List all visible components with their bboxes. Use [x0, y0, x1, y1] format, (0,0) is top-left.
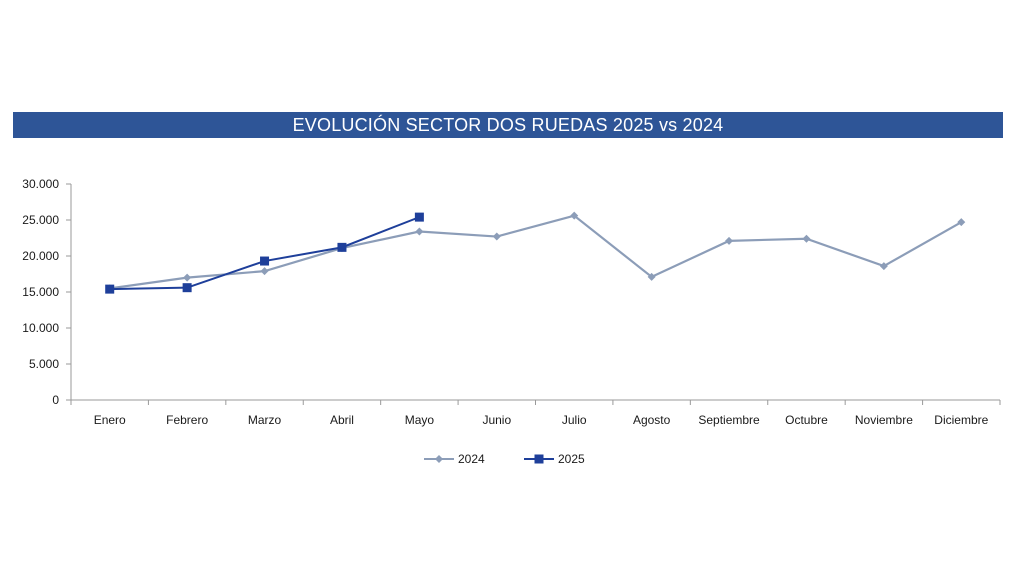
legend-swatch-marker	[534, 454, 544, 464]
x-tick-label: Noviembre	[855, 413, 913, 427]
data-point-2024	[260, 267, 269, 276]
data-point-2024	[647, 272, 656, 281]
data-point-2024	[183, 273, 192, 282]
x-tick-label: Abril	[330, 413, 354, 427]
data-point-2024	[492, 232, 501, 241]
data-point-2025	[414, 212, 424, 222]
chart-axes	[70, 184, 1000, 401]
series-line-2024	[109, 214, 962, 290]
x-tick-label: Junio	[482, 413, 511, 427]
legend-swatch-marker	[435, 455, 443, 463]
data-point-2024	[570, 211, 579, 220]
data-point-2024	[957, 218, 966, 227]
chart-legend: 2024 2025	[424, 452, 585, 466]
x-tick-label: Mayo	[405, 413, 435, 427]
data-point-2024	[879, 262, 888, 271]
data-point-2024	[415, 227, 424, 236]
x-tick-label: Enero	[94, 413, 126, 427]
data-point-2024	[802, 234, 811, 243]
data-point-2024	[725, 236, 734, 245]
x-tick-label: Septiembre	[698, 413, 760, 427]
data-point-2025	[337, 242, 347, 252]
series-2025	[105, 212, 424, 294]
y-tick-label: 5.000	[29, 357, 59, 371]
legend-label: 2024	[458, 452, 485, 466]
data-point-2025	[105, 284, 115, 294]
x-axis-ticks: Enero Febrero Marzo Abril Mayo Junio Julio Agos…	[70, 400, 1001, 427]
series-2024	[105, 211, 966, 293]
chart-series	[105, 211, 966, 294]
x-tick-label: Febrero	[166, 413, 208, 427]
data-point-2025	[260, 256, 270, 266]
data-point-2025	[182, 283, 192, 293]
x-tick-label: Octubre	[785, 413, 828, 427]
legend-item-2025: 2025	[524, 452, 585, 466]
y-tick-label: 25.000	[22, 213, 59, 227]
y-axis-ticks: 0 5.000 10.000 15.000 20.000 25.000 30.000	[22, 177, 71, 407]
x-tick-label: Marzo	[248, 413, 282, 427]
y-tick-label: 0	[52, 393, 59, 407]
y-tick-label: 10.000	[22, 321, 59, 335]
y-tick-label: 15.000	[22, 285, 59, 299]
series-line-2025	[109, 216, 420, 291]
chart-title: EVOLUCIÓN SECTOR DOS RUEDAS 2025 vs 2024	[13, 112, 1003, 138]
y-tick-label: 30.000	[22, 177, 59, 191]
legend-label: 2025	[558, 452, 585, 466]
y-tick-label: 20.000	[22, 249, 59, 263]
x-tick-label: Agosto	[633, 413, 671, 427]
x-tick-label: Julio	[562, 413, 587, 427]
x-tick-label: Diciembre	[934, 413, 988, 427]
legend-item-2024: 2024	[424, 452, 485, 466]
